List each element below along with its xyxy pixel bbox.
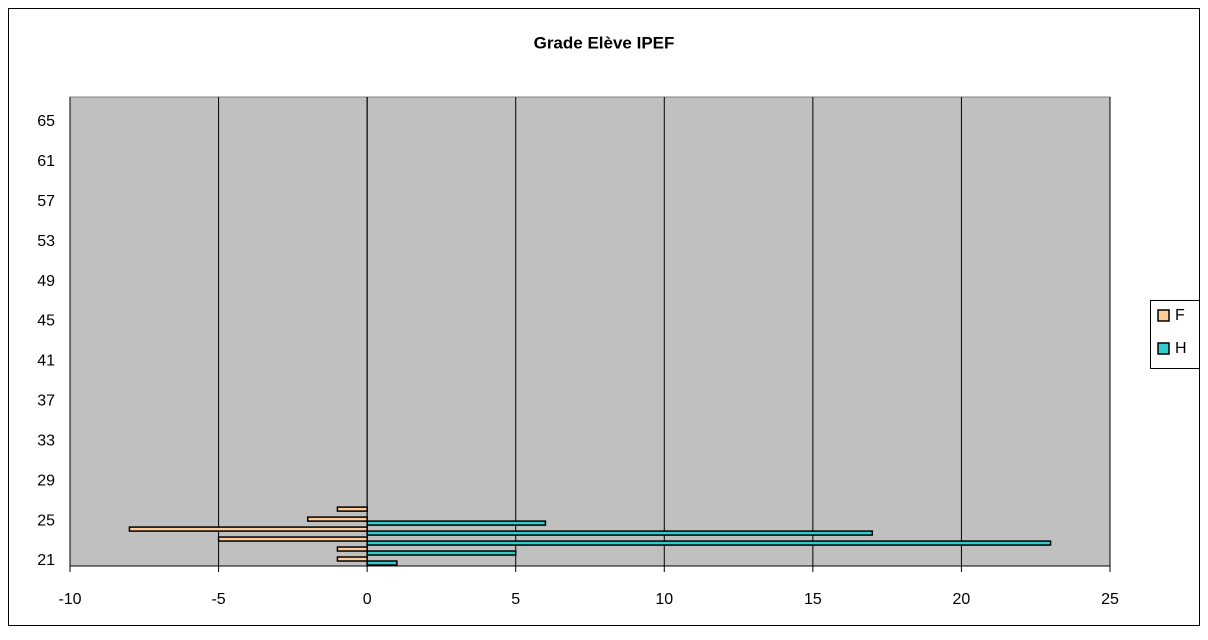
bar [366, 530, 874, 536]
bar [336, 556, 368, 562]
bar [217, 536, 368, 542]
legend-label: F [1175, 307, 1185, 324]
x-tick-label: 20 [953, 591, 971, 608]
bar [366, 560, 398, 566]
bar [336, 506, 368, 512]
x-tick-label: -10 [58, 591, 81, 608]
chart-title: Grade Elève IPEF [534, 33, 675, 52]
y-tick-label: 41 [37, 353, 55, 370]
y-tick-label: 33 [37, 432, 55, 449]
legend-swatch [1157, 342, 1170, 355]
x-tick-label: 15 [804, 591, 822, 608]
y-tick-label: 61 [37, 153, 55, 170]
y-tick-label: 65 [37, 113, 55, 130]
x-tick-label: 0 [363, 591, 372, 608]
x-tick-label: 10 [655, 591, 673, 608]
x-tick-label: 5 [511, 591, 520, 608]
y-tick-label: 25 [37, 512, 55, 529]
bar [366, 520, 547, 526]
y-tick-label: 57 [37, 193, 55, 210]
legend-swatch [1157, 309, 1170, 322]
legend-label: H [1175, 340, 1187, 357]
bar [366, 540, 1052, 546]
x-tick-label: 25 [1101, 591, 1119, 608]
bar [336, 546, 368, 552]
x-tick-label: -5 [211, 591, 225, 608]
y-tick-label: 45 [37, 313, 55, 330]
y-tick-label: 37 [37, 393, 55, 410]
plot-area [69, 96, 1111, 567]
y-tick-label: 49 [37, 273, 55, 290]
bar [128, 526, 368, 532]
y-tick-label: 29 [37, 472, 55, 489]
bar [306, 516, 368, 522]
y-tick-label: 53 [37, 233, 55, 250]
y-tick-label: 21 [37, 552, 55, 569]
bar [366, 550, 517, 556]
